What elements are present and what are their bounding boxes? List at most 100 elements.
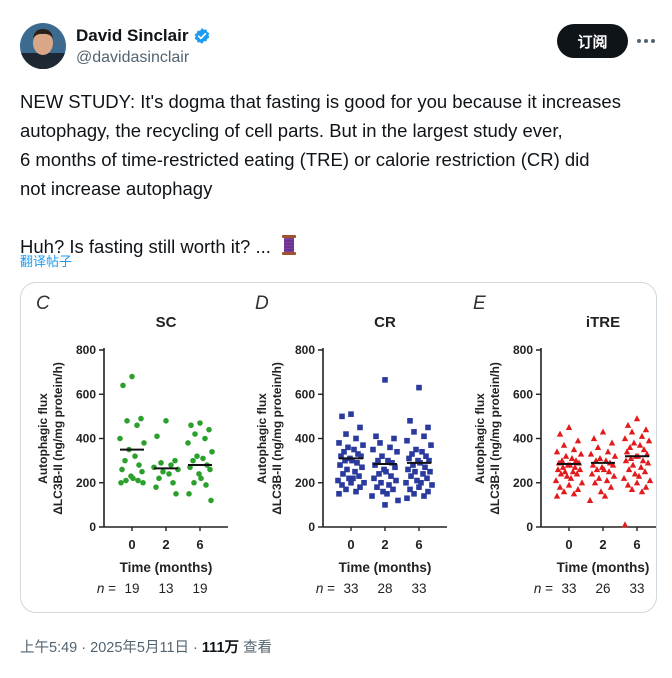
x-tick-label: 2	[381, 537, 388, 552]
verified-badge-icon[interactable]	[193, 27, 211, 45]
data-point	[337, 462, 343, 468]
avatar[interactable]	[20, 23, 66, 69]
data-point	[636, 441, 644, 448]
data-point	[338, 453, 344, 459]
data-point	[411, 491, 417, 497]
data-point	[595, 474, 603, 481]
data-point	[361, 479, 367, 486]
data-point	[610, 472, 618, 479]
data-point	[588, 470, 596, 477]
meta-separator: ·	[193, 640, 198, 656]
data-point	[376, 471, 382, 477]
data-point	[414, 477, 420, 484]
data-point	[420, 471, 426, 477]
author-name-row: David Sinclair	[76, 26, 211, 46]
data-point	[132, 453, 138, 459]
data-point	[336, 491, 342, 497]
data-point	[592, 457, 600, 464]
post-time[interactable]: 上午5:49	[20, 640, 78, 656]
data-point	[554, 466, 562, 473]
data-point	[421, 433, 427, 440]
data-point	[135, 477, 141, 484]
data-point	[158, 460, 164, 466]
data-point	[136, 462, 142, 468]
data-point	[560, 488, 568, 495]
meta-separator: ·	[81, 640, 87, 656]
data-point	[411, 429, 417, 435]
data-point	[374, 484, 380, 490]
data-point	[156, 475, 162, 482]
translate-post-link[interactable]: 翻译帖子	[20, 254, 73, 269]
author-handle[interactable]: @davidasinclair	[76, 49, 190, 66]
data-point	[628, 485, 636, 492]
data-point	[587, 450, 595, 457]
author-name[interactable]: David Sinclair	[76, 26, 189, 45]
data-point	[597, 488, 605, 495]
data-point	[412, 468, 418, 475]
y-tick-label: 800	[76, 343, 96, 357]
subscribe-button[interactable]: 订阅	[557, 24, 628, 58]
data-point	[197, 420, 203, 426]
data-point	[384, 491, 390, 497]
data-point	[342, 457, 348, 464]
data-point	[348, 411, 354, 417]
data-point	[141, 440, 147, 446]
x-axis-label: Time (months)	[339, 560, 432, 575]
data-point	[644, 459, 652, 466]
data-point	[621, 435, 629, 442]
data-point	[428, 442, 434, 448]
data-point	[589, 461, 597, 468]
data-point	[558, 457, 566, 464]
data-point	[429, 482, 435, 488]
data-point	[556, 430, 564, 437]
n-value: 26	[595, 581, 610, 596]
data-point	[628, 428, 636, 435]
data-point	[356, 473, 362, 479]
more-options-icon[interactable]	[634, 34, 658, 48]
data-point	[123, 477, 129, 484]
data-point	[561, 468, 569, 475]
data-point	[574, 437, 582, 444]
data-point	[335, 477, 341, 484]
data-point	[624, 421, 632, 428]
data-point	[350, 475, 356, 482]
data-point	[188, 422, 194, 429]
data-point	[190, 457, 196, 464]
panel-title: SC	[156, 314, 177, 331]
n-value: 33	[343, 581, 358, 596]
data-point	[413, 446, 419, 453]
data-point	[599, 428, 607, 435]
panel-letter: E	[473, 293, 486, 314]
data-point	[604, 448, 612, 455]
data-point	[375, 457, 381, 464]
y-tick-label: 800	[295, 343, 315, 357]
data-point	[562, 452, 570, 459]
data-point	[623, 448, 631, 455]
data-point	[343, 431, 349, 437]
data-point	[349, 457, 355, 464]
data-point	[576, 466, 584, 473]
data-point	[586, 497, 594, 504]
data-point	[423, 453, 429, 459]
data-point	[129, 373, 135, 380]
data-point	[572, 457, 580, 464]
views-label: 查看	[243, 640, 273, 656]
data-point	[607, 483, 615, 490]
data-point	[353, 435, 359, 442]
y-tick-label: 800	[513, 343, 533, 357]
post-date[interactable]: 2025年5月11日	[90, 640, 190, 656]
data-point	[643, 450, 651, 457]
media-image[interactable]: C SC 0 200 400 600 800 Autophagic flux ΔLC3B-II …	[20, 282, 657, 613]
tweet-line: not increase autophagy	[20, 178, 213, 199]
data-point	[559, 463, 567, 470]
data-point	[621, 521, 629, 528]
data-point	[206, 426, 212, 433]
y-axis-label-line1: Autophagic flux	[473, 393, 487, 484]
data-point	[591, 479, 599, 486]
y-tick-label: 200	[295, 476, 315, 490]
thread-spool-icon	[279, 234, 299, 264]
n-value: 33	[629, 581, 644, 596]
data-point	[409, 451, 415, 457]
data-point	[596, 455, 604, 462]
